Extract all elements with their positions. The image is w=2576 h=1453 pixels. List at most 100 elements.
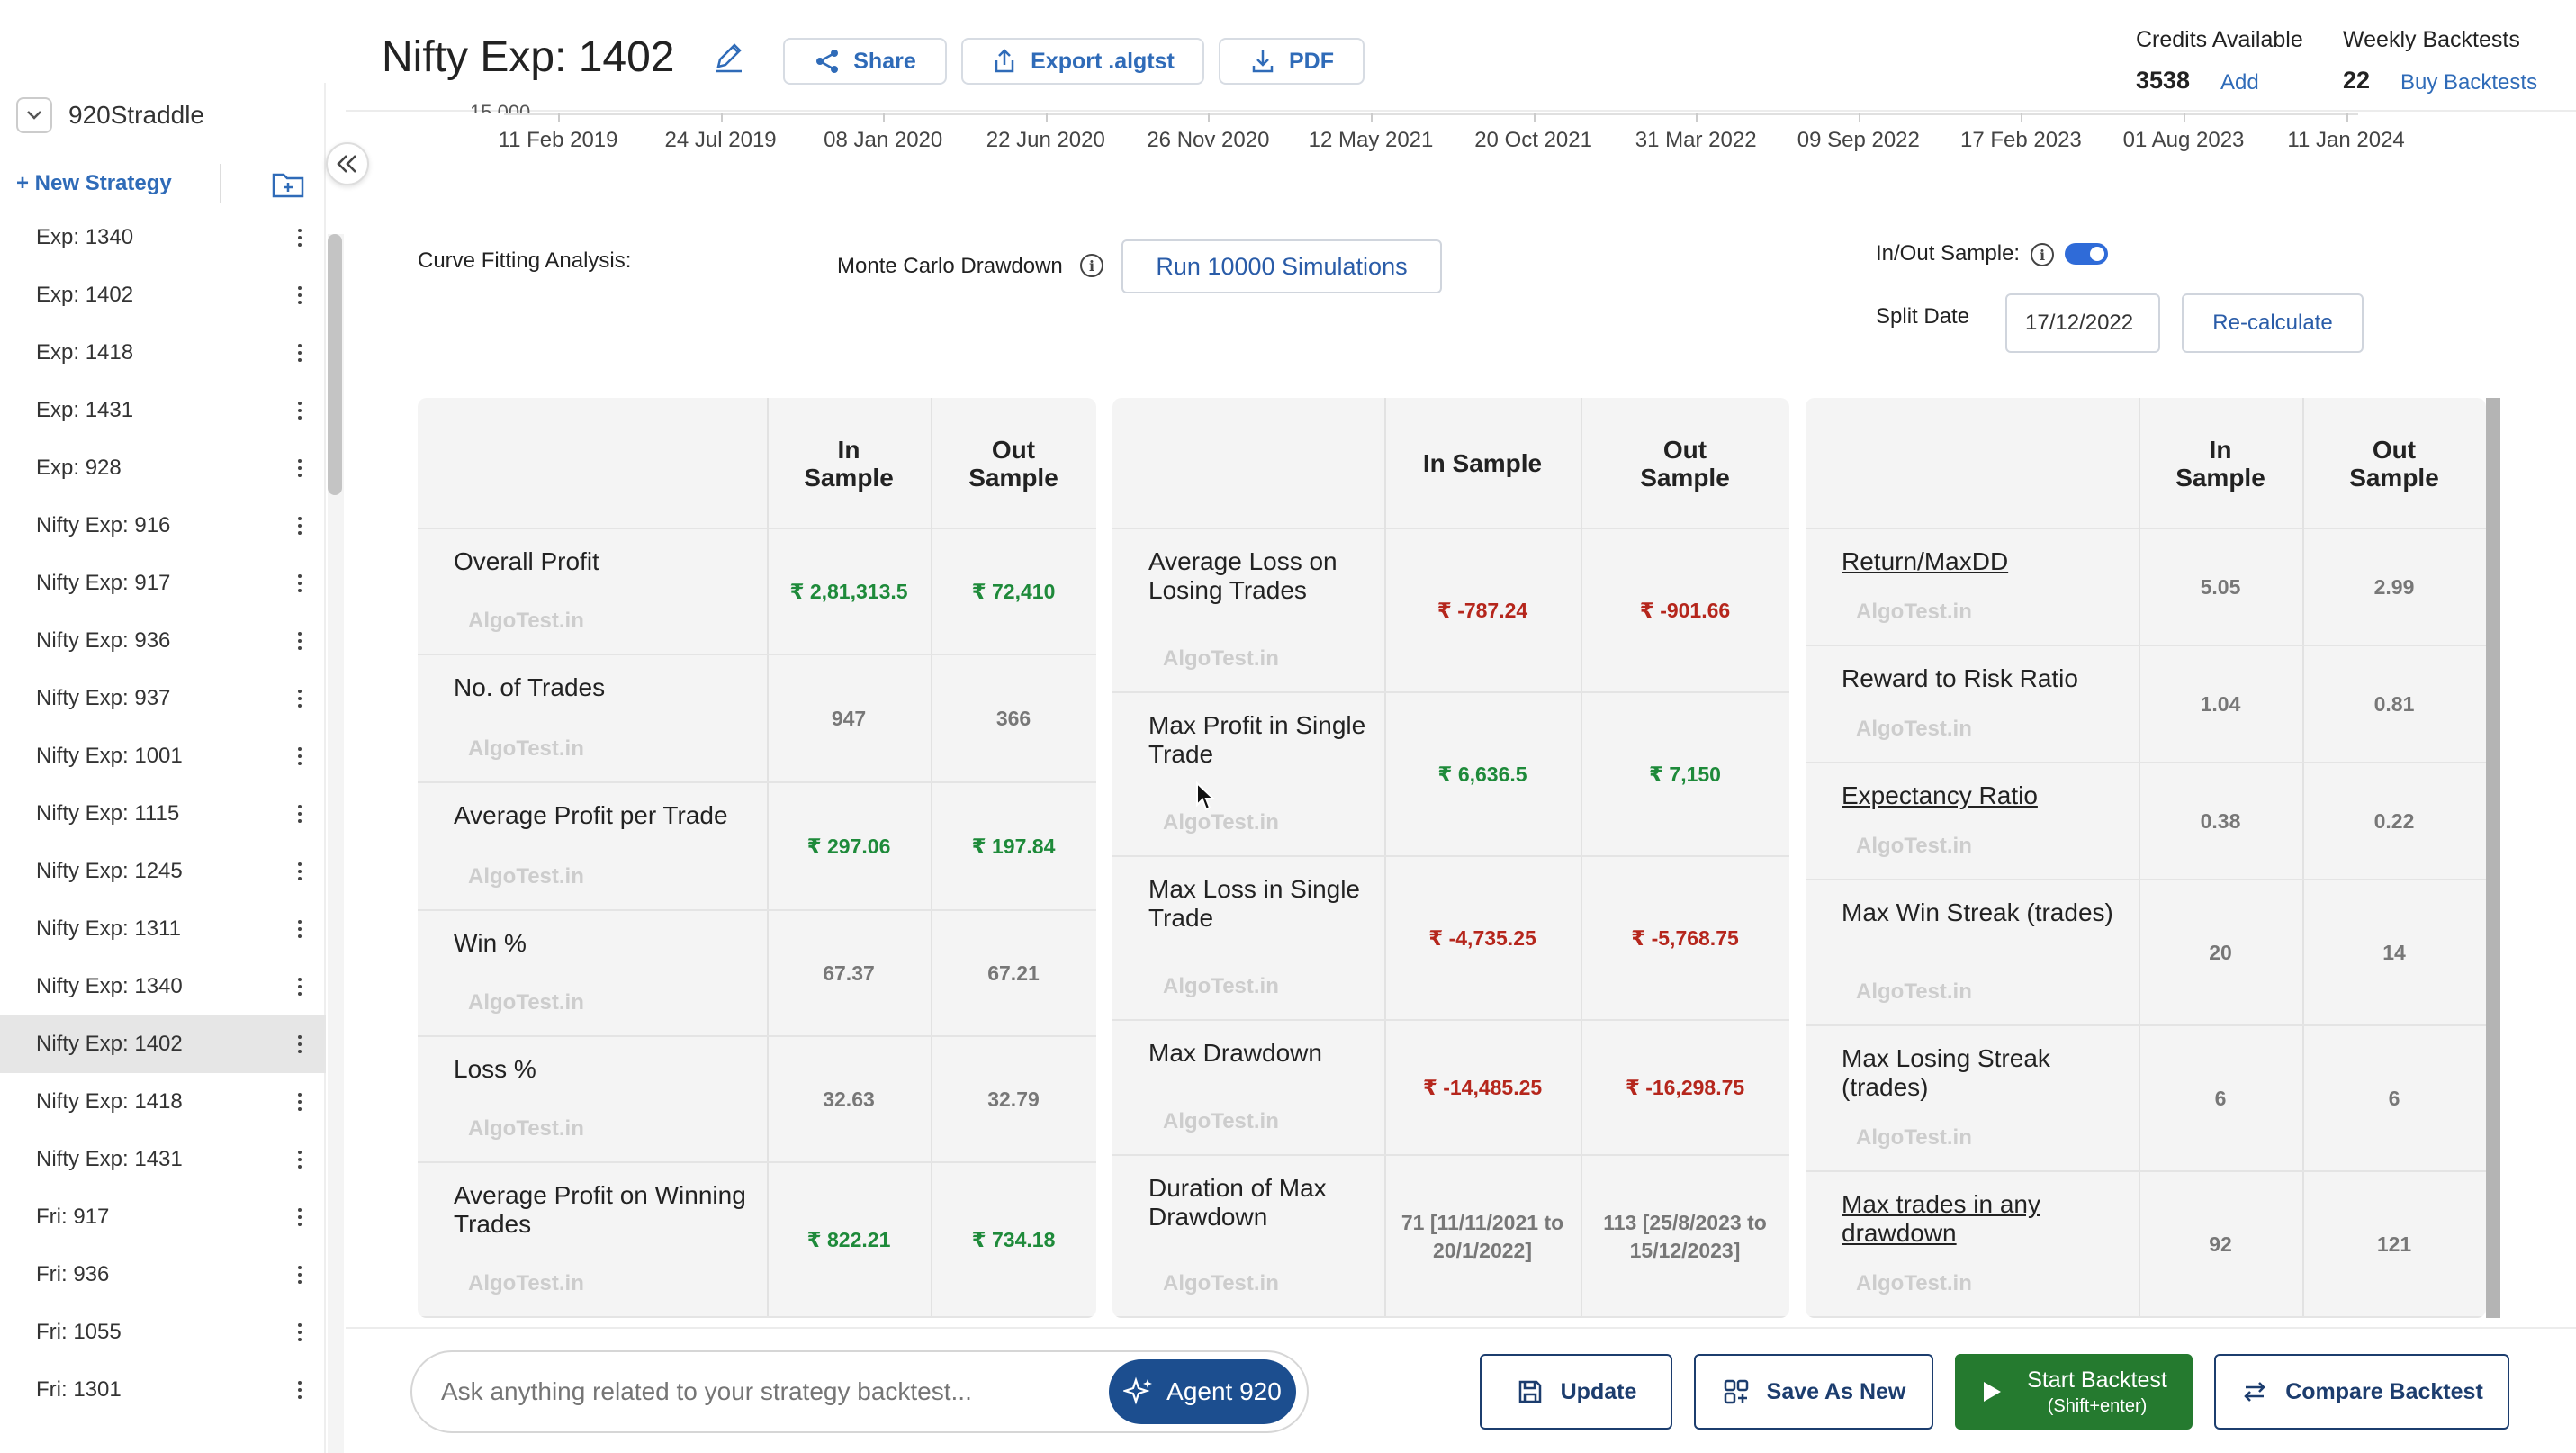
sidebar-item[interactable]: Fri: 917 — [0, 1188, 326, 1246]
sidebar-item[interactable]: Nifty Exp: 936 — [0, 612, 326, 670]
more-options-icon[interactable] — [295, 1208, 304, 1226]
sidebar-item[interactable]: Fri: 936 — [0, 1246, 326, 1304]
more-options-icon[interactable] — [295, 1266, 304, 1284]
sidebar-item[interactable]: Nifty Exp: 1115 — [0, 785, 326, 843]
out-sample-value: 113 [25/8/2023 to 15/12/2023] — [1603, 1210, 1767, 1262]
buy-backtests-link[interactable]: Buy Backtests — [2400, 70, 2538, 95]
more-options-icon[interactable] — [295, 1381, 304, 1399]
sidebar-item[interactable]: Nifty Exp: 1402 — [0, 1015, 326, 1073]
share-button[interactable]: Share — [783, 38, 947, 85]
in-sample-value: 67.37 — [823, 961, 875, 986]
sidebar-item-label: Fri: 917 — [36, 1205, 110, 1229]
sidebar-item-label: Exp: 1340 — [36, 225, 134, 249]
info-icon[interactable]: i — [2031, 243, 2054, 266]
more-options-icon[interactable] — [295, 1151, 304, 1169]
more-options-icon[interactable] — [295, 402, 304, 420]
run-simulations-button[interactable]: Run 10000 Simulations — [1121, 239, 1442, 293]
add-credits-link[interactable]: Add — [2220, 70, 2259, 95]
sidebar-item[interactable]: Nifty Exp: 917 — [0, 555, 326, 612]
out-sample-value: 0.22 — [2373, 809, 2415, 834]
metric-label: Average Loss on Losing Trades — [1148, 547, 1338, 605]
agent-button[interactable]: Agent 920 — [1109, 1359, 1296, 1424]
sidebar-item[interactable]: Exp: 1431 — [0, 382, 326, 439]
update-button[interactable]: Update — [1480, 1354, 1672, 1430]
new-strategy-link[interactable]: + New Strategy — [16, 171, 172, 195]
metric-link[interactable]: Return/MaxDD — [1842, 547, 2009, 575]
more-options-icon[interactable] — [295, 229, 304, 247]
stats-table-2: In Sample Out Sample Average Loss on Losin… — [1112, 398, 1789, 1318]
more-options-icon[interactable] — [295, 978, 304, 996]
new-folder-icon[interactable] — [270, 166, 306, 202]
split-date-input[interactable]: 17/12/2022 — [2005, 293, 2160, 353]
metric-link[interactable]: Expectancy Ratio — [1842, 781, 2038, 809]
sidebar-item[interactable]: Nifty Exp: 1245 — [0, 843, 326, 900]
watermark: AlgoTest.in — [1856, 1271, 1972, 1295]
tables-scrollbar[interactable] — [2486, 398, 2500, 1318]
sidebar-item[interactable]: Nifty Exp: 1311 — [0, 900, 326, 958]
sidebar-item[interactable]: Fri: 1055 — [0, 1304, 326, 1361]
more-options-icon[interactable] — [295, 459, 304, 477]
sidebar-item[interactable]: Exp: 928 — [0, 439, 326, 497]
sidebar-item[interactable]: Fri: 1301 — [0, 1361, 326, 1419]
stats-table-1: In Sample Out Sample Overall Profit AlgoTes… — [418, 398, 1096, 1318]
strategy-select[interactable]: 920Straddle — [16, 97, 204, 133]
more-options-icon[interactable] — [295, 632, 304, 650]
sidebar-item-label: Fri: 1055 — [36, 1320, 122, 1344]
weekly-backtests-value: 22 — [2343, 67, 2371, 94]
more-options-icon[interactable] — [295, 574, 304, 592]
in-out-sample-toggle[interactable] — [2065, 243, 2108, 265]
export-button[interactable]: Export .algtst — [961, 38, 1204, 85]
sidebar-item[interactable]: Nifty Exp: 937 — [0, 670, 326, 727]
more-options-icon[interactable] — [295, 286, 304, 304]
sidebar-item[interactable]: Exp: 1402 — [0, 266, 326, 324]
start-backtest-label: Start Backtest — [2027, 1367, 2167, 1393]
out-sample-value: 14 — [2382, 941, 2406, 965]
more-options-icon[interactable] — [295, 1035, 304, 1053]
edit-icon[interactable] — [711, 40, 747, 76]
more-options-icon[interactable] — [295, 1323, 304, 1341]
sidebar-item-label: Exp: 1402 — [36, 283, 134, 307]
x-tick-mark — [1533, 113, 1536, 122]
sidebar-item-label: Nifty Exp: 917 — [36, 571, 171, 595]
collapse-sidebar-button[interactable] — [326, 142, 369, 185]
ask-input[interactable] — [441, 1377, 1071, 1406]
sidebar-item[interactable]: Nifty Exp: 1418 — [0, 1073, 326, 1131]
recalculate-button[interactable]: Re-calculate — [2182, 293, 2364, 353]
start-backtest-button[interactable]: Start Backtest (Shift+enter) — [1955, 1354, 2193, 1430]
more-options-icon[interactable] — [295, 862, 304, 880]
header-out-sample: Out Sample — [2349, 435, 2439, 492]
sidebar-scroll-thumb[interactable] — [328, 234, 342, 495]
table-row — [1112, 1021, 1789, 1156]
metric-link[interactable]: Max trades in any drawdown — [1842, 1190, 2040, 1248]
more-options-icon[interactable] — [295, 517, 304, 535]
out-sample-value: ₹ 7,150 — [1649, 763, 1721, 787]
sidebar-item[interactable]: Nifty Exp: 916 — [0, 497, 326, 555]
sidebar-item-label: Fri: 936 — [36, 1262, 110, 1286]
x-tick-label: 22 Jun 2020 — [986, 128, 1105, 152]
sidebar-item[interactable]: Nifty Exp: 1001 — [0, 727, 326, 785]
sidebar-scrollbar[interactable] — [328, 234, 344, 1453]
save-as-new-button[interactable]: Save As New — [1694, 1354, 1933, 1430]
more-options-icon[interactable] — [295, 747, 304, 765]
sidebar-item[interactable]: Exp: 1418 — [0, 324, 326, 382]
in-sample-value: ₹ 6,636.5 — [1437, 763, 1527, 787]
sidebar-item-label: Nifty Exp: 1402 — [36, 1032, 183, 1056]
watermark: AlgoTest.in — [468, 990, 584, 1015]
chevron-down-icon[interactable] — [16, 97, 52, 133]
export-label: Export .algtst — [1031, 48, 1175, 74]
watermark: AlgoTest.in — [1163, 646, 1279, 671]
sidebar-item[interactable]: Nifty Exp: 1340 — [0, 958, 326, 1015]
info-icon[interactable]: i — [1080, 254, 1103, 277]
more-options-icon[interactable] — [295, 1093, 304, 1111]
more-options-icon[interactable] — [295, 690, 304, 708]
sidebar-item[interactable]: Exp: 1340 — [0, 209, 326, 266]
sidebar-item[interactable]: Nifty Exp: 1431 — [0, 1131, 326, 1188]
more-options-icon[interactable] — [295, 805, 304, 823]
stats-table-3: In Sample Out Sample Return/MaxDD AlgoTest.… — [1806, 398, 2486, 1318]
more-options-icon[interactable] — [295, 920, 304, 938]
in-sample-value: 947 — [831, 707, 867, 731]
more-options-icon[interactable] — [295, 344, 304, 362]
sparkle-icon — [1123, 1376, 1153, 1405]
compare-backtest-button[interactable]: Compare Backtest — [2214, 1354, 2509, 1430]
pdf-button[interactable]: PDF — [1219, 38, 1365, 85]
